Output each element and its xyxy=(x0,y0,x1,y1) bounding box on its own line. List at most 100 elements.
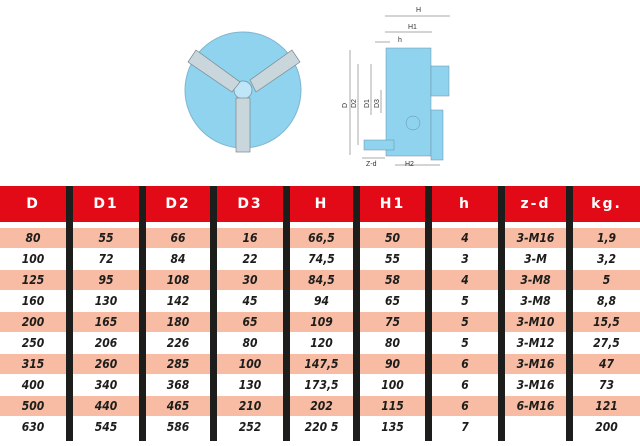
table-row: 125 95 108 30 84,5 58 4 3-M8 5 xyxy=(0,270,640,290)
table-cell: 4 xyxy=(461,273,469,287)
table-cell: 15,5 xyxy=(593,315,620,329)
table-cell: 220 5 xyxy=(304,420,339,434)
column-separator xyxy=(498,186,505,441)
table-cell: 94 xyxy=(313,294,330,308)
table-cell: 210 xyxy=(238,399,262,413)
svg-text:h: h xyxy=(398,37,402,44)
table-cell: 16 xyxy=(242,231,258,245)
table-cell: 8,8 xyxy=(596,294,617,308)
table-cell: 84 xyxy=(170,252,186,266)
column-header: kg. xyxy=(573,186,640,222)
table-cell: 58 xyxy=(384,273,401,287)
table-cell: 109 xyxy=(310,315,333,329)
table-cell: 500 xyxy=(21,399,45,413)
table-row: 630 545 586 252 220 5 135 7 200 xyxy=(0,417,640,437)
table-cell: 368 xyxy=(166,378,190,392)
table-cell: 55 xyxy=(384,252,401,266)
table-cell: 72 xyxy=(98,252,114,266)
table-cell: 260 xyxy=(94,357,118,371)
table-cell: 65 xyxy=(242,315,258,329)
table-cell: 3-M16 xyxy=(516,378,555,392)
table-cell: 252 xyxy=(238,420,262,434)
table-cell: 160 xyxy=(21,294,45,308)
table-cell: 5 xyxy=(602,273,611,287)
table-cell: 66,5 xyxy=(308,231,335,245)
table-cell: 630 xyxy=(21,420,45,434)
svg-text:Z-d: Z-d xyxy=(366,161,377,168)
chuck-diagram: H H1 h D D2 D1 D3 Z-d H2 xyxy=(184,7,450,168)
table-cell: 200 xyxy=(595,420,618,434)
table-cell: 135 xyxy=(381,420,404,434)
chuck-side-view xyxy=(349,15,450,166)
table-cell: 3-M8 xyxy=(520,273,551,287)
column-header: H1 xyxy=(360,186,425,222)
table-cell: 400 xyxy=(21,378,45,392)
table-cell: 80 xyxy=(25,231,41,245)
table-cell: 120 xyxy=(310,336,333,350)
table-cell: 5 xyxy=(461,315,469,329)
table-cell: 3-M10 xyxy=(516,315,555,329)
table-cell: 165 xyxy=(94,315,118,329)
table-cell: 147,5 xyxy=(304,357,339,371)
table-row: 315 260 285 100 147,5 90 6 3-M16 47 xyxy=(0,354,640,374)
chuck-front-view xyxy=(184,31,302,153)
column-separator xyxy=(139,186,146,441)
table-cell: 3-M xyxy=(524,252,547,266)
column-header: H xyxy=(290,186,353,222)
table-cell: 90 xyxy=(384,357,401,371)
table-cell: 30 xyxy=(242,273,258,287)
table-cell: 142 xyxy=(166,294,190,308)
table-cell: 66 xyxy=(170,231,186,245)
table-cell: 65 xyxy=(384,294,401,308)
table-cell: 74,5 xyxy=(308,252,335,266)
table-row: 250 206 226 80 120 80 5 3-M12 27,5 xyxy=(0,333,640,353)
table-cell: 250 xyxy=(21,336,45,350)
column-separator xyxy=(353,186,360,441)
column-header: D3 xyxy=(217,186,283,222)
table-cell: 45 xyxy=(242,294,258,308)
column-separator xyxy=(210,186,217,441)
table-cell: 6 xyxy=(461,357,469,371)
table-row: 500 440 465 210 202 115 6 6-M16 121 xyxy=(0,396,640,416)
svg-text:H1: H1 xyxy=(408,24,417,31)
table-cell: 173,5 xyxy=(304,378,339,392)
table-cell: 50 xyxy=(384,231,401,245)
table-cell: 100 xyxy=(21,252,45,266)
table-cell: 3-M16 xyxy=(516,231,555,245)
table-cell: 6-M16 xyxy=(516,399,555,413)
table-cell: 100 xyxy=(238,357,262,371)
table-row: 200 165 180 65 109 75 5 3-M10 15,5 xyxy=(0,312,640,332)
column-separator xyxy=(66,186,73,441)
svg-text:H2: H2 xyxy=(405,161,414,168)
table-cell: 586 xyxy=(166,420,190,434)
table-cell: 226 xyxy=(166,336,190,350)
table-cell: 3-M8 xyxy=(520,294,551,308)
table-row: 160 130 142 45 94 65 5 3-M8 8,8 xyxy=(0,291,640,311)
table-cell: 108 xyxy=(166,273,190,287)
table-cell: 340 xyxy=(94,378,118,392)
svg-text:H: H xyxy=(416,7,421,14)
table-cell: 6 xyxy=(461,399,469,413)
table-cell: 121 xyxy=(595,399,618,413)
table-cell xyxy=(505,417,566,437)
svg-text:D: D xyxy=(342,103,349,108)
dimension-labels: H H1 h D D2 D1 D3 Z-d H2 xyxy=(342,7,421,168)
table-row: 400 340 368 130 173,5 100 6 3-M16 73 xyxy=(0,375,640,395)
table-cell: 202 xyxy=(310,399,333,413)
table-cell: 3 xyxy=(461,252,469,266)
table-cell: 125 xyxy=(21,273,45,287)
svg-text:D1: D1 xyxy=(364,99,371,108)
table-row: 100 72 84 22 74,5 55 3 3-M 3,2 xyxy=(0,249,640,269)
table-cell: 27,5 xyxy=(593,336,620,350)
table-cell: 1,9 xyxy=(596,231,617,245)
table-cell: 3-M12 xyxy=(516,336,555,350)
column-separator xyxy=(566,186,573,441)
table-cell: 95 xyxy=(98,273,114,287)
table-cell: 130 xyxy=(238,378,262,392)
column-header: D2 xyxy=(146,186,210,222)
table-cell: 3-M16 xyxy=(516,357,555,371)
table-cell: 55 xyxy=(98,231,114,245)
table-cell: 465 xyxy=(166,399,190,413)
table-cell: 315 xyxy=(21,357,45,371)
svg-text:D2: D2 xyxy=(351,99,358,108)
